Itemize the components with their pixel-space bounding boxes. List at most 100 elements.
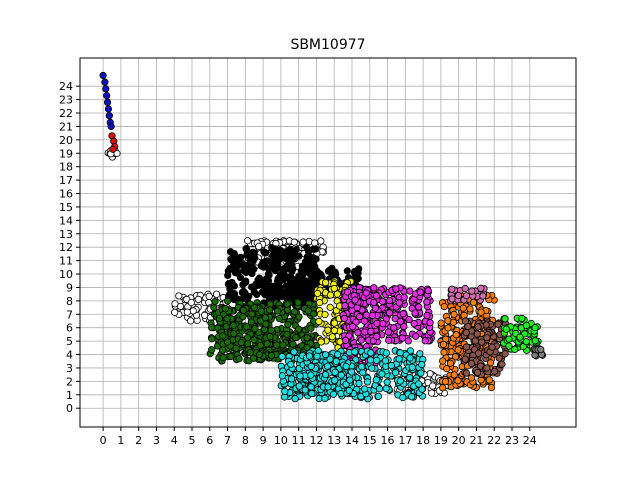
scatter-point-white	[255, 242, 263, 250]
scatter-point-magenta	[395, 299, 403, 307]
scatter-point-orange	[439, 357, 447, 365]
scatter-point-white	[244, 237, 252, 245]
scatter-point-green	[501, 315, 509, 323]
scatter-point-green	[505, 335, 513, 343]
scatter-point-orange	[443, 365, 451, 373]
scatter-point-magenta	[404, 337, 412, 345]
scatter-point-cyan	[281, 387, 289, 395]
scatter-point-cyan	[406, 354, 414, 362]
scatter-point-darkgreen	[243, 323, 251, 331]
scatter-point-orange	[467, 374, 476, 382]
scatter-point-cyan	[387, 361, 395, 370]
scatter-point-cyan	[382, 349, 390, 357]
scatter-point-yellow	[330, 284, 338, 293]
scatter-point-magenta	[421, 337, 429, 345]
scatter-point-magenta	[400, 322, 408, 331]
scatter-point-brown	[474, 368, 482, 377]
scatter-point-black	[258, 263, 267, 271]
scatter-point-cyan	[332, 357, 340, 365]
x-tick-label: 13	[327, 434, 341, 447]
scatter-point-magenta	[405, 315, 413, 324]
scatter-point-white	[299, 238, 307, 246]
scatter-point-black	[280, 273, 288, 282]
y-tick-label: 7	[66, 308, 73, 321]
x-tick-label: 2	[135, 434, 142, 447]
scatter-point-yellow	[317, 338, 325, 346]
scatter-point-red	[109, 145, 117, 153]
scatter-point-cyan	[408, 393, 416, 401]
scatter-point-black	[316, 269, 324, 278]
scatter-point-cyan	[416, 350, 424, 358]
scatter-point-darkgreen	[250, 304, 258, 312]
scatter-point-orange	[454, 346, 462, 354]
scatter-point-black	[289, 255, 298, 263]
x-tick-label: 5	[189, 434, 196, 447]
scatter-point-darkgreen	[219, 346, 227, 354]
scatter-point-darkgreen	[303, 334, 311, 342]
x-tick-label: 17	[398, 434, 412, 447]
scatter-point-orange	[459, 304, 467, 312]
scatter-point-black	[242, 245, 250, 253]
scatter-point-brown	[473, 330, 481, 338]
scatter-point-cyan	[374, 392, 383, 400]
scatter-point-black	[307, 271, 315, 279]
scatter-point-black	[326, 266, 334, 274]
scatter-point-darkgreen	[262, 320, 270, 328]
scatter-point-brown	[483, 364, 491, 372]
scatter-point-black	[234, 268, 242, 277]
scatter-point-orange	[440, 348, 448, 356]
scatter-point-darkgreen	[221, 305, 229, 313]
y-tick-label: 23	[59, 94, 73, 107]
scatter-point-white	[175, 292, 183, 300]
scatter-point-cyan	[307, 383, 315, 391]
scatter-point-darkgreen	[208, 346, 216, 354]
scatter-point-cyan	[329, 390, 338, 398]
scatter-point-brown	[478, 338, 486, 346]
scatter-point-magenta	[384, 328, 392, 336]
scatter-point-magenta	[423, 311, 431, 320]
scatter-point-darkgreen	[255, 350, 264, 359]
scatter-point-white	[311, 239, 319, 247]
scatter-point-brown	[491, 367, 499, 375]
scatter-point-cyan	[313, 352, 321, 360]
scatter-point-yellow	[324, 326, 332, 334]
scatter-point-magenta	[354, 329, 362, 337]
scatter-point-cyan	[408, 363, 416, 371]
scatter-point-magenta	[368, 311, 377, 319]
scatter-point-black	[269, 252, 277, 260]
scatter-point-black	[310, 245, 318, 253]
y-tick-label: 4	[66, 349, 73, 362]
scatter-point-white	[428, 389, 436, 397]
scatter-point-magenta	[411, 309, 419, 317]
y-tick-label: 8	[66, 295, 73, 308]
scatter-point-yellow	[313, 289, 322, 298]
scatter-point-cyan	[368, 364, 376, 372]
scatter-point-white	[171, 308, 179, 316]
scatter-point-white	[290, 238, 298, 246]
y-tick-label: 24	[59, 80, 73, 93]
scatter-point-darkgreen	[230, 330, 238, 338]
scatter-point-darkgreen	[237, 338, 245, 347]
scatter-point-cyan	[417, 369, 425, 377]
scatter-point-black	[260, 248, 268, 256]
scatter-point-cyan	[359, 368, 367, 377]
scatter-point-blue	[101, 78, 109, 86]
scatter-point-orange	[466, 305, 474, 313]
scatter-point-black	[250, 249, 258, 257]
scatter-point-orange	[454, 377, 462, 385]
scatter-point-magenta	[400, 293, 408, 301]
scatter-points	[99, 71, 547, 403]
scatter-point-black	[275, 278, 284, 286]
scatter-point-grey	[537, 345, 545, 354]
x-tick-label: 23	[505, 434, 519, 447]
scatter-point-darkgreen	[219, 354, 227, 362]
scatter-point-black	[280, 290, 288, 299]
scatter-point-magenta	[423, 298, 431, 306]
y-tick-label: 6	[66, 322, 73, 335]
scatter-point-black	[250, 288, 258, 296]
scatter-point-white	[176, 302, 185, 311]
scatter-point-brown	[461, 355, 469, 363]
scatter-point-magenta	[367, 327, 375, 335]
scatter-point-cyan	[291, 395, 299, 403]
